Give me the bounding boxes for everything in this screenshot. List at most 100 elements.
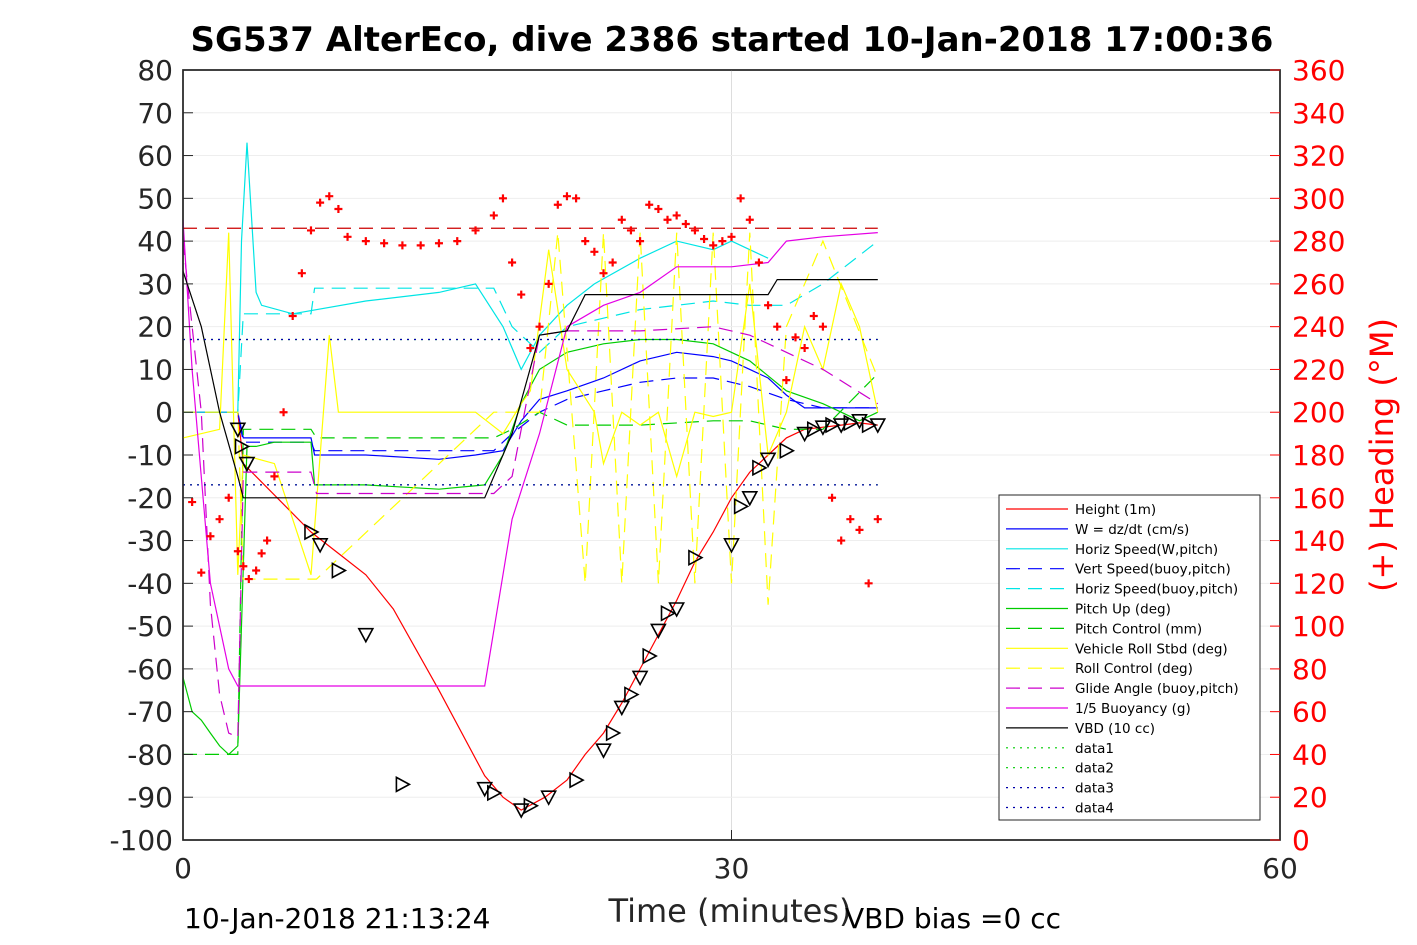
heading-point [590,247,599,256]
heading-point [416,241,425,250]
height-marker [331,562,348,579]
height-marker [311,538,329,554]
heading-point [325,192,334,201]
heading-point [828,493,837,502]
height-marker [660,604,677,622]
height-marker [688,549,704,567]
left-tick-label: 70 [137,97,173,130]
legend: Height (1m) W = dz/dt (cm/s) Horiz Speed(W… [998,494,1261,821]
heading-point [380,239,389,248]
heading-point [672,211,681,220]
height-marker [605,724,622,742]
height-marker [723,538,740,554]
heading-point [636,237,645,246]
heading-point [562,192,571,201]
left-axis-ticks: 80 70 60 50 40 30 20 10 0 -10 -20 -30 -40 -50 -60 -70 -8… [109,54,193,857]
heading-point [626,226,635,235]
legend-label: data4 [1075,801,1114,817]
right-axis-label: (+) Heading (°M) [1363,318,1401,592]
x-axis-label: Time (minutes) [608,892,852,930]
height-marker [569,771,585,789]
heading-point [257,549,266,558]
left-tick-label: -20 [127,482,173,515]
height-marker [869,418,887,434]
height-marker [540,790,558,806]
left-tick-label: 60 [137,140,173,173]
legend-label: Vehicle Roll Stbd (deg) [1075,641,1228,657]
right-tick-label: 300 [1292,182,1345,215]
legend-label: Glide Angle (buoy,pitch) [1075,681,1239,697]
legend-label: Roll Control (deg) [1075,661,1193,677]
heading-point [233,547,242,556]
heading-point [809,311,818,320]
right-tick-label: 280 [1292,225,1345,258]
left-tick-label: -50 [127,610,173,643]
height-marker [487,784,503,802]
heading-point [297,269,306,278]
right-axis-ticks: 3603403203002802602402202001801601401201… [1270,54,1345,857]
height-marker [741,490,759,507]
left-tick-label: 40 [137,225,173,258]
heading-point [654,205,663,214]
heading-point [599,269,608,278]
heading-point [745,215,754,224]
right-tick-label: 160 [1292,482,1345,515]
legend-label: Horiz Speed(buoy,pitch) [1075,582,1238,598]
x-tick-label: 30 [714,852,750,885]
heading-point [343,232,352,241]
height-marker [357,627,375,644]
height-marker [825,416,841,434]
heading-point [288,311,297,320]
heading-point [279,408,288,417]
right-tick-label: 180 [1292,439,1345,472]
series-line [183,351,878,460]
left-tick-label: -40 [127,567,173,600]
heading-point [244,575,253,584]
legend-label: Vert Speed(buoy,pitch) [1075,562,1231,578]
right-tick-label: 340 [1292,97,1345,130]
heading-point [553,200,562,209]
series-line [183,411,878,811]
height-marker [395,776,412,793]
legend-label: W = dz/dt (cm/s) [1075,522,1189,538]
height-marker [631,670,649,687]
right-tick-label: 320 [1292,140,1345,173]
height-marker [229,422,247,439]
heading-point [663,215,672,224]
heading-point [690,226,699,235]
legend-label: Horiz Speed(W,pitch) [1075,542,1218,558]
heading-point [489,211,498,220]
heading-point [581,237,590,246]
legend-label: Pitch Up (deg) [1075,602,1171,618]
heading-point [535,322,544,331]
right-tick-label: 60 [1292,696,1328,729]
height-marker [304,523,320,541]
left-tick-label: 0 [155,396,173,429]
heading-point [270,472,279,481]
height-marker [752,459,768,477]
right-tick-label: 360 [1292,54,1345,87]
heading-point [681,220,690,228]
right-tick-label: 40 [1292,738,1328,771]
chart-title: SG537 AlterEco, dive 2386 started 10-Jan… [191,20,1274,60]
left-tick-label: -70 [127,696,173,729]
heading-point [608,258,617,267]
height-marker [613,700,631,717]
left-tick-label: -80 [127,738,173,771]
heading-point [316,198,325,207]
height-marker [668,602,685,618]
heading-point [434,239,443,248]
legend-label: data1 [1075,741,1114,757]
legend-label: Height (1m) [1075,502,1156,518]
height-marker [759,452,777,468]
left-tick-label: -30 [127,525,173,558]
heading-point [398,241,407,250]
series-line [183,232,879,605]
heading-point [544,279,553,288]
heading-point [498,194,507,203]
left-tick-label: -90 [127,781,173,814]
right-tick-label: 200 [1292,396,1345,429]
heading-point [718,237,727,246]
height-markers [229,413,887,819]
